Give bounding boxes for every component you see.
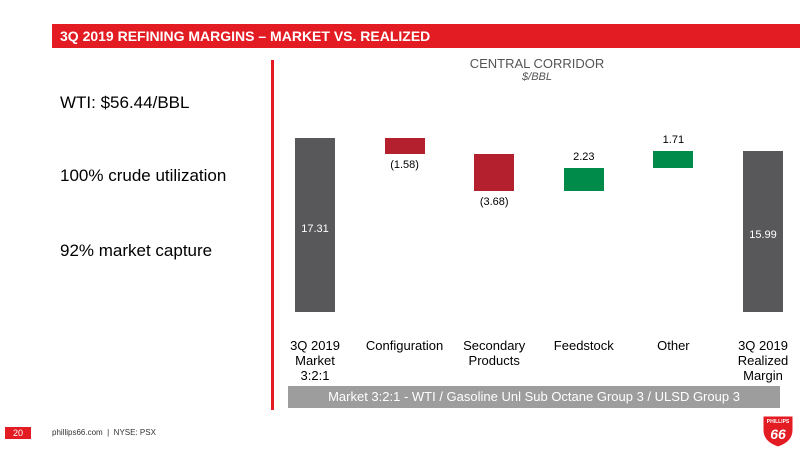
value-label: 17.31 <box>301 223 329 236</box>
bar <box>474 153 515 191</box>
page-number: 20 <box>5 427 31 439</box>
bar <box>384 138 425 154</box>
category-label: Secondary Products <box>463 338 526 368</box>
value-label: 15.99 <box>749 229 777 242</box>
value-label: 1.71 <box>662 134 685 147</box>
bar <box>563 168 604 191</box>
chart-subtitle: $/BBL <box>522 71 552 83</box>
value-label: (3.68) <box>479 195 509 208</box>
category-label: Feedstock <box>553 338 614 353</box>
divider <box>271 60 274 410</box>
slide-title: 3Q 2019 REFINING MARGINS – MARKET VS. RE… <box>52 24 800 48</box>
chart-title: CENTRAL CORRIDOR <box>469 56 605 71</box>
value-label: 2.23 <box>573 151 595 164</box>
bar <box>743 151 783 312</box>
stat: 92% market capture <box>60 241 213 260</box>
footnote: Market 3:2:1 - WTI / Gasoline Unl Sub Oc… <box>288 386 780 408</box>
footer-text: phillips66.com | NYSE: PSX <box>52 428 156 437</box>
logo: PHILLIPS 66 <box>762 415 794 448</box>
category-label: Configuration <box>365 338 444 353</box>
category-label: 3Q 2019 Market 3:2:1 <box>290 338 340 383</box>
category-label: Other <box>657 338 690 353</box>
category-label: 3Q 2019 Realized Margin <box>737 338 789 383</box>
value-label: (1.58) <box>390 158 419 171</box>
bar <box>295 138 335 312</box>
bar <box>653 151 694 169</box>
logo-number: 66 <box>770 426 786 442</box>
stat: WTI: $56.44/BBL <box>60 93 190 112</box>
logo-text: PHILLIPS <box>767 419 790 425</box>
stat: 100% crude utilization <box>60 166 227 185</box>
